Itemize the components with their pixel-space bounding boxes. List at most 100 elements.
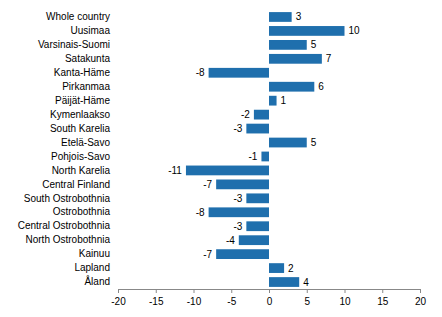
y-tick: Central Ostrobothnia: [18, 220, 111, 231]
bar: [246, 221, 269, 231]
y-tick: Ostrobothnia: [53, 206, 111, 217]
category-label: Lapland: [74, 262, 110, 273]
data-label: 10: [349, 25, 361, 36]
y-tick: North Ostrobothnia: [26, 234, 111, 245]
y-tick: South Karelia: [50, 123, 110, 134]
x-tick: -20: [111, 289, 126, 307]
bar: [269, 26, 345, 36]
x-tick-label: -10: [187, 296, 202, 307]
y-tick: Uusimaa: [71, 25, 111, 36]
data-label: -4: [226, 235, 235, 246]
bar: [216, 249, 269, 259]
data-label: 6: [318, 81, 324, 92]
category-label: Kainuu: [79, 248, 110, 259]
data-label: -1: [249, 151, 258, 162]
category-label: Kymenlaakso: [50, 109, 110, 120]
category-label: Varsinais-Suomi: [38, 39, 110, 50]
category-label: Satakunta: [65, 53, 110, 64]
bars: [186, 12, 345, 287]
data-label: -3: [233, 193, 242, 204]
bar: [209, 207, 269, 217]
y-tick: North Karelia: [52, 165, 111, 176]
category-label: North Ostrobothnia: [26, 234, 111, 245]
category-label: Whole country: [46, 11, 110, 22]
x-tick: -5: [227, 289, 236, 307]
y-tick: South Ostrobothnia: [24, 193, 111, 204]
category-label: Ostrobothnia: [53, 206, 111, 217]
data-label: -3: [233, 221, 242, 232]
x-tick-mark: [269, 289, 270, 293]
x-axis-line: [119, 290, 421, 294]
x-tick-mark: [382, 289, 383, 293]
y-axis: Whole country Uusimaa Varsinais-Suomi Satak…: [18, 11, 111, 287]
x-tick-mark: [156, 289, 157, 293]
y-tick: Central Finland: [42, 179, 110, 190]
data-label: 1: [281, 95, 287, 106]
bar: [246, 193, 269, 203]
data-label: -7: [203, 249, 212, 260]
category-label: Central Ostrobothnia: [18, 220, 111, 231]
plot: -20-15-10-505101520Whole countryUusimaaV…: [18, 11, 427, 307]
data-label: 5: [311, 137, 317, 148]
y-tick: Etelä-Savo: [61, 137, 110, 148]
x-tick-label: 15: [377, 296, 389, 307]
y-tick: Päijät-Häme: [55, 95, 110, 106]
bar: [216, 179, 269, 189]
y-tick: Pohjois-Savo: [51, 151, 110, 162]
data-labels: 31057-861-2-35-1-11-7-3-8-3-4-724: [168, 11, 360, 287]
bar: [269, 96, 277, 106]
y-tick: Kanta-Häme: [54, 67, 111, 78]
x-tick-label: -15: [149, 296, 164, 307]
bar: [209, 68, 269, 78]
y-tick: Whole country: [46, 11, 110, 22]
x-tick-label: 0: [267, 296, 273, 307]
category-label: Päijät-Häme: [55, 95, 110, 106]
x-tick-mark: [420, 289, 421, 293]
category-label: Pirkanmaa: [62, 81, 110, 92]
category-label: Uusimaa: [71, 25, 111, 36]
category-label: Central Finland: [42, 179, 110, 190]
data-label: 3: [296, 11, 302, 22]
x-tick-label: 10: [339, 296, 351, 307]
x-tick-label: 20: [415, 296, 427, 307]
data-label: 5: [311, 39, 317, 50]
data-label: -7: [203, 179, 212, 190]
x-tick-label: -5: [227, 296, 236, 307]
data-label: -8: [196, 67, 205, 78]
bar: [269, 40, 307, 50]
x-tick-mark: [231, 289, 232, 293]
x-tick: 0: [267, 289, 273, 307]
x-tick-mark: [345, 289, 346, 293]
x-tick: 10: [339, 289, 351, 307]
data-label: 2: [288, 263, 294, 274]
category-label: North Karelia: [52, 165, 111, 176]
chart: -20-15-10-505101520Whole countryUusimaaV…: [0, 0, 442, 317]
data-label: -11: [168, 165, 182, 176]
bar: [239, 235, 269, 245]
bar: [261, 152, 269, 162]
bar: [269, 82, 314, 92]
x-tick-label: -20: [111, 296, 126, 307]
x-tick: -15: [149, 289, 164, 307]
x-tick: 20: [415, 289, 427, 307]
category-label: Åland: [84, 275, 110, 287]
category-label: South Ostrobothnia: [24, 193, 111, 204]
y-tick: Varsinais-Suomi: [38, 39, 110, 50]
x-tick: -10: [187, 289, 202, 307]
x-tick: 5: [304, 289, 310, 307]
data-label: -2: [241, 109, 250, 120]
x-tick: 15: [377, 289, 389, 307]
data-label: -8: [196, 207, 205, 218]
bar: [246, 124, 269, 134]
x-tick-mark: [307, 289, 308, 293]
bar: [269, 138, 307, 148]
category-label: Etelä-Savo: [61, 137, 110, 148]
y-tick: Satakunta: [65, 53, 110, 64]
data-label: 7: [326, 53, 332, 64]
x-axis: -20 -15 -10 -5 0 5 10 15 20: [111, 289, 426, 307]
category-label: South Karelia: [50, 123, 110, 134]
x-tick-mark: [194, 289, 195, 293]
category-label: Kanta-Häme: [54, 67, 111, 78]
category-label: Pohjois-Savo: [51, 151, 110, 162]
y-tick: Kainuu: [79, 248, 110, 259]
